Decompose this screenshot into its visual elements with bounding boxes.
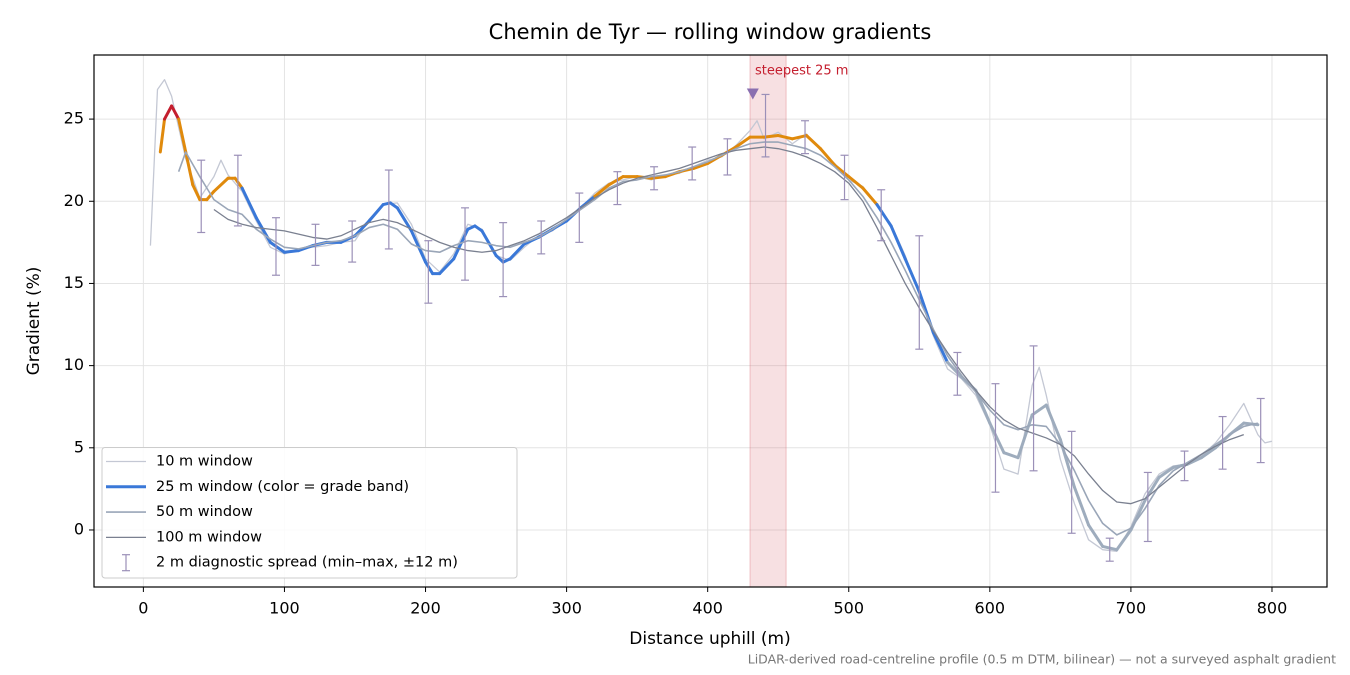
y-tick-label: 20: [64, 191, 84, 210]
series-segment: [367, 203, 385, 223]
series-segment: [931, 331, 950, 364]
series-segment: [1044, 403, 1062, 442]
series-segment: [1157, 466, 1175, 479]
series-segment: [889, 224, 907, 261]
legend-label: 2 m diagnostic spread (min–max, ±12 m): [156, 555, 458, 571]
series-segment: [191, 183, 202, 202]
series-segment: [692, 161, 710, 170]
x-axis-label: Distance uphill (m): [629, 629, 790, 649]
series-segment: [1199, 446, 1218, 460]
x-tick-label: 400: [692, 599, 723, 618]
series-segment: [607, 175, 625, 187]
series-segment: [205, 189, 216, 202]
series-segment: [163, 104, 174, 121]
series-segment: [875, 203, 893, 228]
series-segment: [1002, 451, 1020, 460]
series-segment: [847, 175, 865, 190]
series-segment: [240, 186, 258, 220]
series-segment: [212, 176, 230, 193]
series-segment: [1115, 528, 1133, 552]
series-segment: [804, 134, 823, 151]
y-tick-label: 10: [64, 355, 84, 374]
series-segment: [158, 117, 167, 154]
series-segment: [861, 186, 879, 207]
series-segment: [177, 117, 188, 154]
series-segment: [508, 242, 526, 261]
series-segment: [424, 260, 435, 276]
x-tick-label: 0: [138, 599, 148, 618]
y-tick-label: 15: [64, 273, 84, 292]
series-segment: [170, 104, 181, 121]
legend-box: [101, 447, 518, 579]
series-segment: [1016, 413, 1034, 460]
series-segment: [395, 206, 413, 233]
highlight-label: steepest 25 m: [755, 64, 848, 79]
series-segment: [635, 175, 653, 180]
y-tick-label: 0: [74, 519, 84, 538]
plot-area: [94, 55, 1327, 587]
highlight-marker: [746, 88, 759, 100]
series-segment: [833, 163, 851, 179]
series-segment: [1087, 523, 1105, 548]
series-segment: [734, 135, 752, 149]
axes: 0 100 200 300 400 500 600 700 800 0 5 10 15 20 25 steep…: [64, 54, 1328, 618]
legend-label: 10 m window: [156, 454, 253, 470]
series-segment: [593, 183, 611, 198]
x-tick-label: 100: [269, 599, 300, 618]
series-segment: [233, 176, 244, 190]
series-segment: [1072, 485, 1091, 527]
series-segment: [282, 249, 301, 254]
series-segment: [1030, 403, 1048, 417]
x-tick-label: 300: [551, 599, 582, 618]
series-segment: [268, 240, 286, 254]
y-tick-label: 5: [74, 437, 84, 456]
plot-frame: [93, 54, 1328, 588]
x-tick-label: 800: [1257, 599, 1288, 618]
x-tick-label: 700: [1116, 599, 1147, 618]
series-segment: [819, 147, 837, 167]
legend-label: 100 m window: [156, 529, 262, 545]
legend-label: 50 m window: [156, 504, 253, 520]
series-segment: [988, 421, 1006, 455]
x-tick-label: 500: [833, 599, 864, 618]
legend: 10 m window 25 m window (color = grade ba…: [101, 447, 518, 579]
series-segment: [438, 257, 456, 276]
series-segment: [762, 134, 780, 139]
series-segment: [946, 360, 964, 379]
x-tick-label: 200: [410, 599, 441, 618]
y-tick-label: 25: [64, 109, 84, 128]
x-tick-label: 600: [975, 599, 1006, 618]
series-segment: [776, 134, 794, 141]
series-segment: [903, 257, 921, 294]
series-segment: [494, 254, 505, 264]
series-segment: [790, 134, 808, 141]
chart-title: Chemin de Tyr — rolling window gradients: [489, 20, 932, 44]
footnote: LiDAR-derived road-centreline profile (0…: [748, 652, 1336, 667]
legend-label: 25 m window (color = grade band): [156, 479, 409, 495]
y-axis-label: Gradient (%): [24, 267, 44, 376]
series-segment: [184, 150, 195, 187]
